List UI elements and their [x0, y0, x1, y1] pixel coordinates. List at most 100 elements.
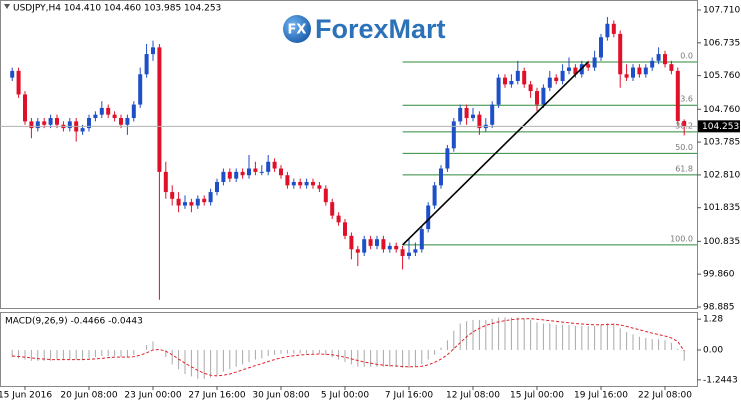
candle-body: [663, 54, 667, 65]
candle-body: [10, 70, 15, 78]
logo-circle: [283, 15, 311, 43]
y-tick-label: 107.710: [703, 5, 740, 15]
candle-body: [285, 175, 290, 186]
candle-body: [189, 202, 194, 206]
candle-body: [80, 128, 85, 132]
fib-label: 50.0: [675, 143, 693, 152]
candle-body: [272, 161, 277, 169]
y-tick-label: 99.860: [703, 270, 735, 280]
candle-body: [496, 77, 501, 105]
candle-body: [355, 249, 360, 253]
candle-body: [163, 171, 168, 193]
candle-body: [253, 168, 258, 172]
y-tick-label: 100.835: [703, 237, 740, 247]
candle-body: [643, 67, 648, 75]
candle-body: [311, 181, 315, 186]
candle-body: [55, 118, 59, 125]
candle-body: [247, 168, 251, 176]
candle-body: [157, 47, 162, 172]
candle-body: [631, 67, 635, 78]
candle-body: [675, 70, 680, 122]
candle-body: [215, 181, 219, 193]
y-tick-label: 101.835: [703, 203, 740, 213]
candle-body: [573, 67, 578, 75]
x-tick-label: 30 Jun 08:00: [252, 391, 309, 401]
price-box: [698, 120, 740, 133]
macd-title: MACD(9,26,9) -0.4466 -0.0443: [5, 317, 143, 327]
candle-body: [259, 171, 264, 173]
candle-body: [611, 23, 616, 34]
trend-line: [402, 61, 589, 246]
candle-body: [170, 192, 175, 199]
candle-body: [637, 67, 642, 75]
candle-body: [432, 185, 437, 206]
candle-body: [407, 252, 411, 257]
candle-body: [195, 198, 200, 206]
candle-body: [131, 104, 136, 119]
x-tick-label: 12 Jul 08:00: [446, 391, 500, 401]
candle-body: [29, 121, 34, 129]
watermark: ForexMart: [315, 14, 446, 44]
candle-body: [387, 245, 392, 250]
candle-body: [439, 168, 443, 186]
x-tick-label: 19 Jul 16:00: [574, 391, 628, 401]
candle-body: [509, 81, 514, 85]
candle-body: [323, 188, 328, 203]
candle-body: [298, 181, 303, 186]
candle-body: [208, 192, 213, 203]
candle-body: [656, 54, 661, 61]
candle-body: [112, 114, 117, 119]
candle-body: [400, 249, 405, 257]
candle-body: [471, 114, 475, 119]
fib-label: 0.0: [680, 51, 693, 60]
candle-body: [349, 235, 354, 250]
candle-body: [547, 77, 552, 88]
candle-body: [176, 198, 181, 206]
logo-mark: FX: [288, 23, 307, 38]
candle-body: [119, 118, 123, 125]
candle-body: [227, 171, 232, 179]
candle-body: [375, 239, 379, 246]
candle-body: [35, 121, 40, 129]
candle-body: [567, 67, 571, 71]
candle-body: [304, 181, 309, 186]
candle-body: [125, 118, 130, 125]
candle-body: [669, 64, 674, 71]
candle-body: [221, 171, 226, 182]
x-tick-label: 15 Jul 00:00: [510, 391, 564, 401]
candle-body: [682, 121, 687, 127]
y-tick-label: 105.760: [703, 71, 740, 81]
price-label: 104.253: [702, 122, 739, 132]
title-icon: [4, 4, 10, 9]
candle-body: [336, 215, 341, 223]
candle-body: [599, 37, 603, 58]
candle-body: [266, 161, 271, 172]
candle-body: [48, 118, 53, 125]
y-tick-label: 103.785: [703, 138, 740, 148]
candle-body: [445, 148, 450, 169]
candle-body: [528, 84, 533, 92]
x-tick-label: 23 Jun 00:00: [124, 391, 181, 401]
x-tick-label: 15 Jun 2016: [0, 391, 52, 401]
candle-body: [16, 70, 21, 95]
candle-body: [368, 239, 373, 246]
candle-body: [586, 64, 591, 68]
y-tick-label: 0.00: [703, 345, 723, 355]
candle-body: [106, 107, 111, 115]
candle-body: [419, 229, 424, 250]
candle-body: [279, 168, 283, 176]
x-tick-label: 22 Jul 08:00: [638, 391, 692, 401]
candle-body: [362, 239, 367, 253]
y-tick-label: 102.810: [703, 170, 740, 180]
candle-body: [151, 47, 155, 55]
candle-body: [317, 185, 322, 189]
main-pane: [0, 0, 698, 309]
candle-body: [138, 74, 143, 105]
candle-body: [464, 107, 469, 119]
candle-body: [490, 104, 495, 125]
y-tick-label: 98.885: [703, 302, 735, 312]
candle-body: [413, 249, 418, 253]
candle-body: [67, 121, 72, 129]
candle-body: [426, 205, 431, 230]
